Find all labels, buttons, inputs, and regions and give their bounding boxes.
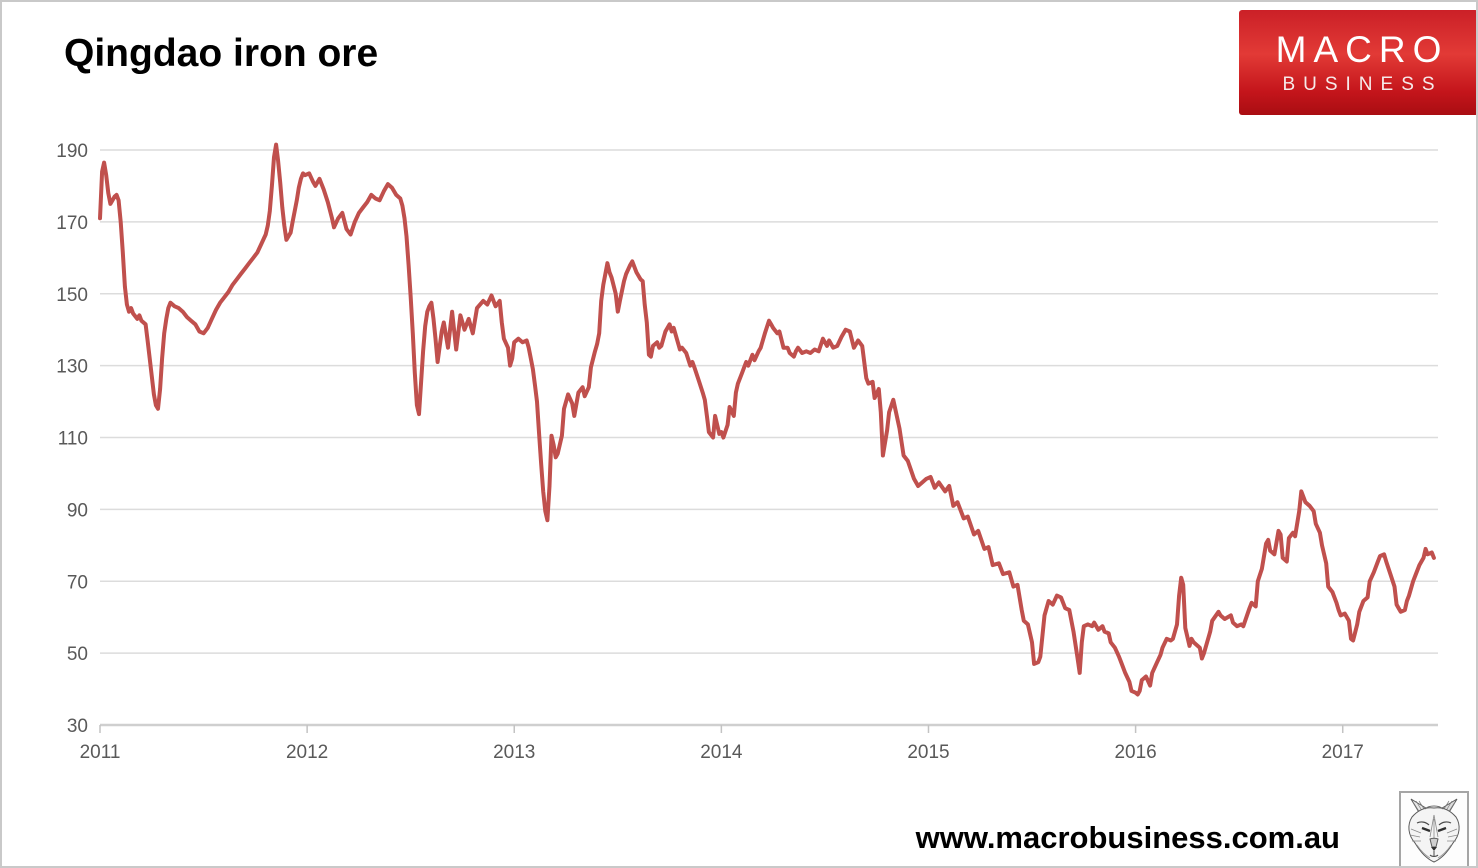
y-label-190: 190 (56, 141, 88, 162)
wolf-sketch-icon (1408, 798, 1460, 863)
y-label-150: 150 (56, 285, 88, 306)
x-label-2014: 2014 (700, 742, 743, 763)
website-url: www.macrobusiness.com.au (915, 820, 1340, 855)
x-label-2013: 2013 (493, 742, 535, 763)
x-label-2017: 2017 (1322, 742, 1364, 763)
price-series-line (98, 142, 1436, 697)
y-label-170: 170 (56, 213, 88, 234)
y-label-90: 90 (67, 500, 88, 521)
gridlines (100, 149, 1438, 654)
x-axis (99, 723, 1438, 733)
x-label-2015: 2015 (907, 742, 949, 763)
y-label-110: 110 (58, 429, 88, 450)
page-title: Qingdao iron ore (64, 32, 379, 75)
macrobusiness-logo: MACRO BUSINESS (1239, 10, 1476, 115)
logo-text-business: BUSINESS (1282, 74, 1443, 95)
y-label-50: 50 (67, 644, 88, 665)
x-label-2016: 2016 (1114, 742, 1156, 763)
y-label-130: 130 (56, 357, 88, 378)
logo-text-macro: MACRO (1275, 29, 1449, 70)
y-axis-labels: 190 170 150 130 110 90 70 50 30 (56, 141, 88, 737)
x-axis-labels: 2011 2012 2013 2014 2015 2016 2017 (80, 742, 1364, 763)
y-label-70: 70 (67, 572, 88, 593)
x-label-2011: 2011 (80, 742, 121, 763)
x-label-2012: 2012 (286, 742, 328, 763)
wolf-logo-frame (1399, 791, 1469, 866)
y-label-30: 30 (67, 716, 88, 737)
